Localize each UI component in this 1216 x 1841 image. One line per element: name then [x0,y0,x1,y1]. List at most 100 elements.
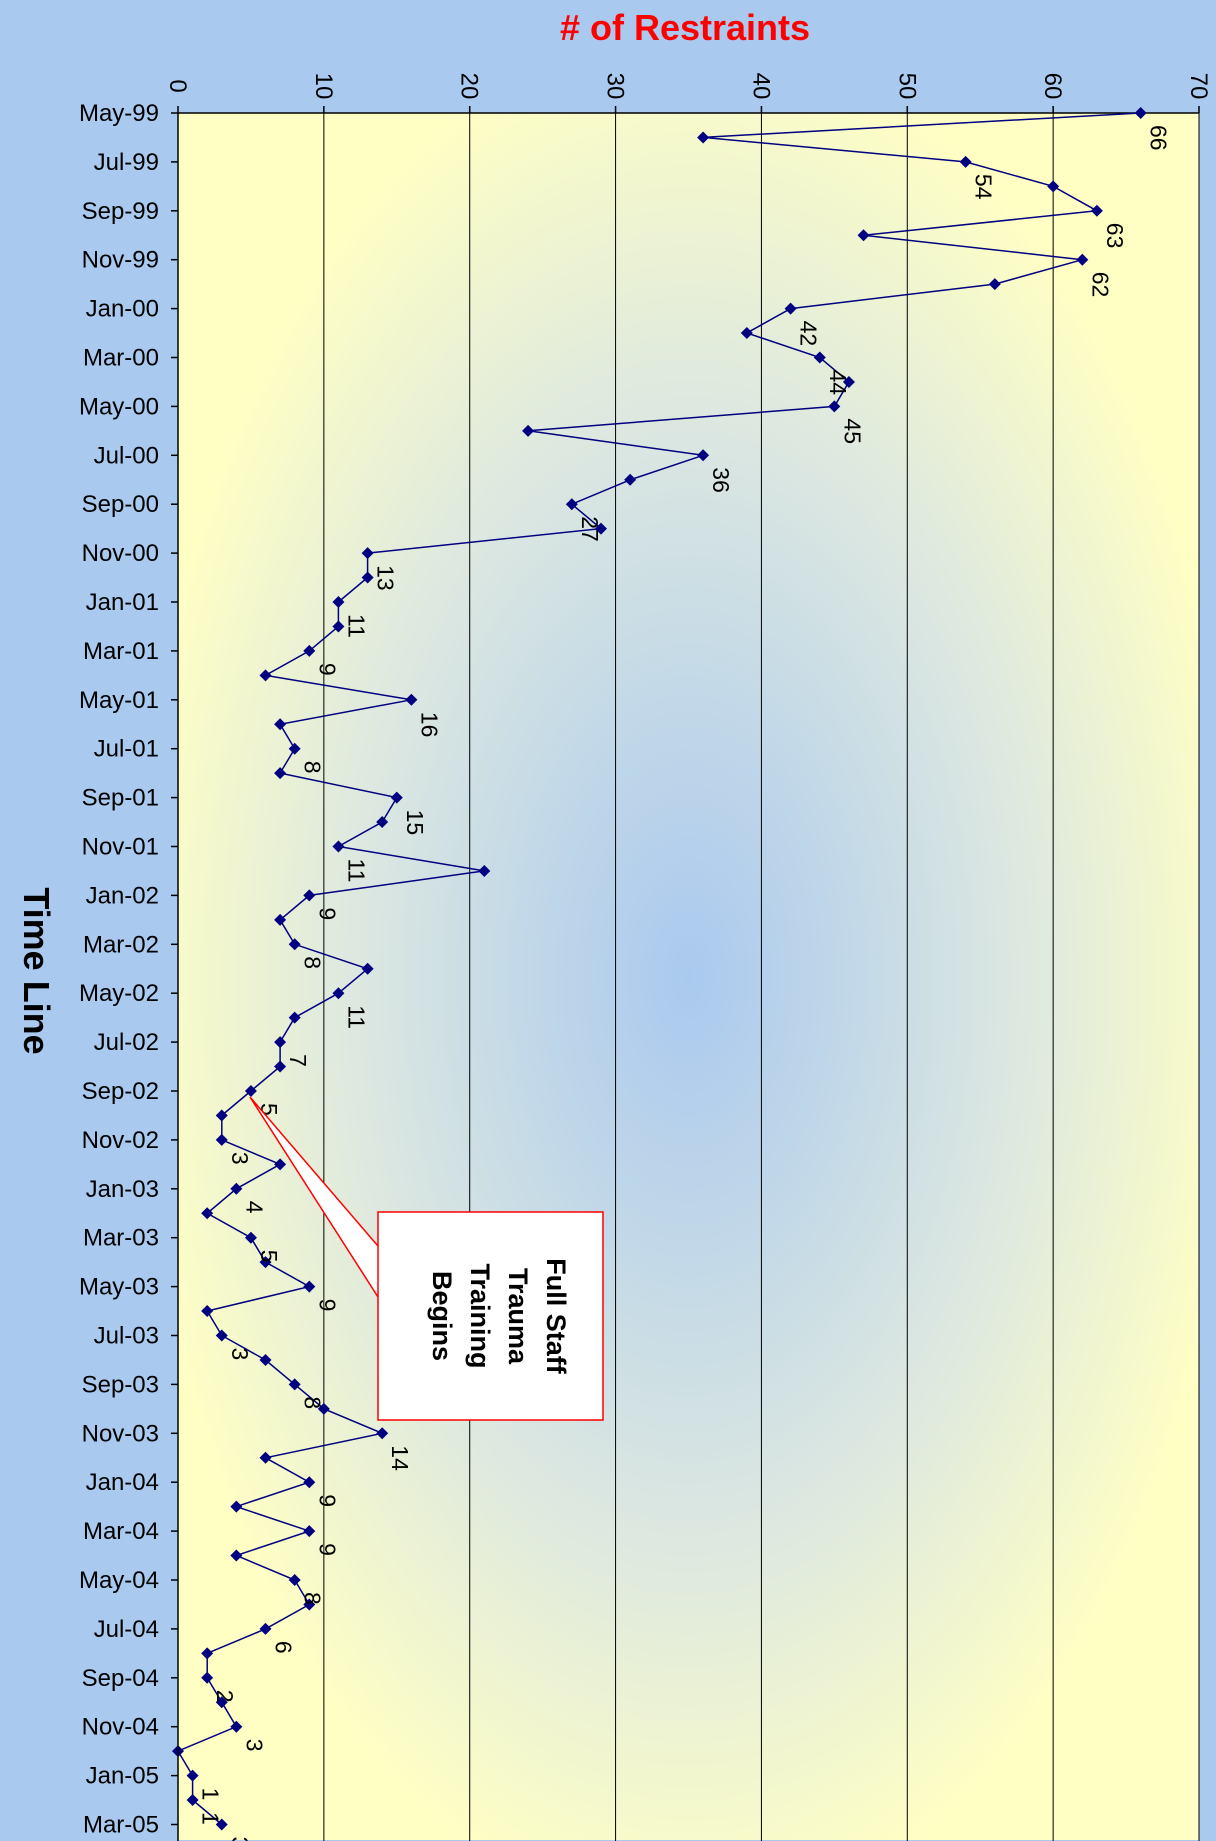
annotation-box [249,1096,604,1421]
value-tick-label: 30 [602,73,629,100]
category-tick-label: Jul-01 [94,736,159,763]
category-tick-label: Nov-01 [82,834,159,861]
data-point [288,1378,301,1391]
data-point [740,327,753,340]
data-point [215,1109,228,1122]
data-point [303,1598,316,1611]
annotation-callout: Full Staff Trauma Training Begins [249,1096,604,1421]
data-labels: 6654636242444536271311916815119811753459… [198,125,1172,1841]
annotation-line-4: Begins [427,1271,457,1361]
data-point [361,571,374,584]
category-tick-label: Jan-00 [86,296,159,323]
data-point [230,1500,243,1513]
data-point [215,1696,228,1709]
data-label: 7 [285,1054,311,1067]
category-tick-label: Jan-05 [86,1763,159,1790]
data-label: 4 [241,1201,267,1214]
category-tick-label: Sep-00 [82,491,159,518]
data-point [376,1427,389,1440]
category-tick-label: Nov-04 [82,1714,159,1741]
data-point [259,669,272,682]
chart-title: # of Restraints [560,7,810,48]
data-point [201,1305,214,1318]
data-point [317,1402,330,1415]
category-tick-label: Mar-00 [83,345,159,372]
data-point [186,1769,199,1782]
data-point [186,1794,199,1807]
data-point [274,1060,287,1073]
data-label: 8 [300,761,326,774]
data-point [259,1256,272,1269]
annotation-line-1: Full Staff [541,1258,571,1374]
data-point [201,1207,214,1220]
data-point [303,889,316,902]
data-label: 44 [825,370,851,396]
data-point [332,987,345,1000]
value-tick-label: 20 [456,73,483,100]
data-label: 3 [241,1739,267,1752]
data-label: 3 [227,1152,253,1165]
category-tick-label: May-99 [79,100,159,127]
plot-area [178,113,1199,1840]
value-tick-label: 0 [164,79,191,92]
data-label: 9 [314,907,340,920]
annotation-line-2: Trauma [503,1268,533,1365]
category-tick-label: May-00 [79,393,159,420]
category-tick-label: Jan-04 [86,1469,159,1496]
data-label: 15 [402,810,428,836]
data-point [230,1182,243,1195]
category-tick-label: Mar-04 [83,1518,159,1545]
data-point [697,131,710,144]
data-point [1090,204,1103,217]
data-label: 2 [212,1690,238,1703]
data-label: 1 [198,1788,224,1801]
data-point [303,1525,316,1538]
annotation-line-3: Training [465,1263,495,1368]
data-point [288,1011,301,1024]
data-point [288,1574,301,1586]
data-point [959,155,972,168]
data-point [215,1818,228,1831]
data-point [244,1231,257,1244]
data-label: 11 [343,614,369,638]
category-tick-label: Jul-04 [94,1616,159,1643]
data-point [303,1476,316,1489]
data-label: 16 [416,712,442,738]
data-label: 54 [971,174,997,200]
value-axis-ticks: 0 10 20 30 40 50 60 70 [164,73,1212,114]
data-point [1134,107,1147,119]
data-point [857,229,870,242]
data-label: 9 [314,1494,340,1507]
data-point [244,1085,257,1097]
category-tick-label: May-01 [79,687,159,714]
data-point [988,278,1001,291]
data-point [201,1671,214,1684]
gridlines [323,113,1200,1841]
data-point [1047,180,1060,193]
category-tick-label: Sep-03 [82,1371,159,1398]
value-tick-label: 40 [747,73,774,100]
data-point [376,816,389,829]
data-point [624,473,637,486]
data-point [215,1133,228,1146]
data-point [332,840,345,853]
category-tick-label: Sep-04 [82,1665,159,1692]
data-label: 8 [300,1396,326,1409]
data-point [1076,253,1089,266]
data-label: 9 [314,663,340,676]
category-tick-label: Mar-02 [83,931,159,958]
data-label: 66 [1146,125,1172,151]
data-label: 9 [314,1543,340,1556]
data-point [288,938,301,951]
data-point [274,1036,287,1049]
data-label: 8 [300,956,326,969]
data-point [259,1451,272,1464]
data-point [784,302,797,315]
category-tick-label: Jul-99 [94,149,159,176]
data-label: 9 [314,1299,340,1312]
category-tick-label: Sep-99 [82,198,159,225]
category-tick-label: Nov-03 [82,1420,159,1447]
data-label: 13 [373,565,399,591]
category-axis: May-99 Jul-99 Sep-99 Nov-99 Jan-00 Mar-00 May-… [79,100,178,1839]
data-point [274,913,287,926]
